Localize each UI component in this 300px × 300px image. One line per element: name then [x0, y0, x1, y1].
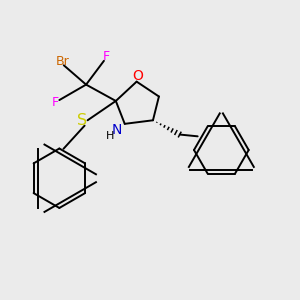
Text: O: O	[133, 69, 143, 83]
Text: N: N	[112, 123, 122, 137]
Text: S: S	[77, 113, 87, 128]
Text: H: H	[106, 131, 114, 141]
Text: F: F	[52, 96, 59, 109]
Text: F: F	[103, 50, 110, 64]
Text: Br: Br	[56, 55, 69, 68]
